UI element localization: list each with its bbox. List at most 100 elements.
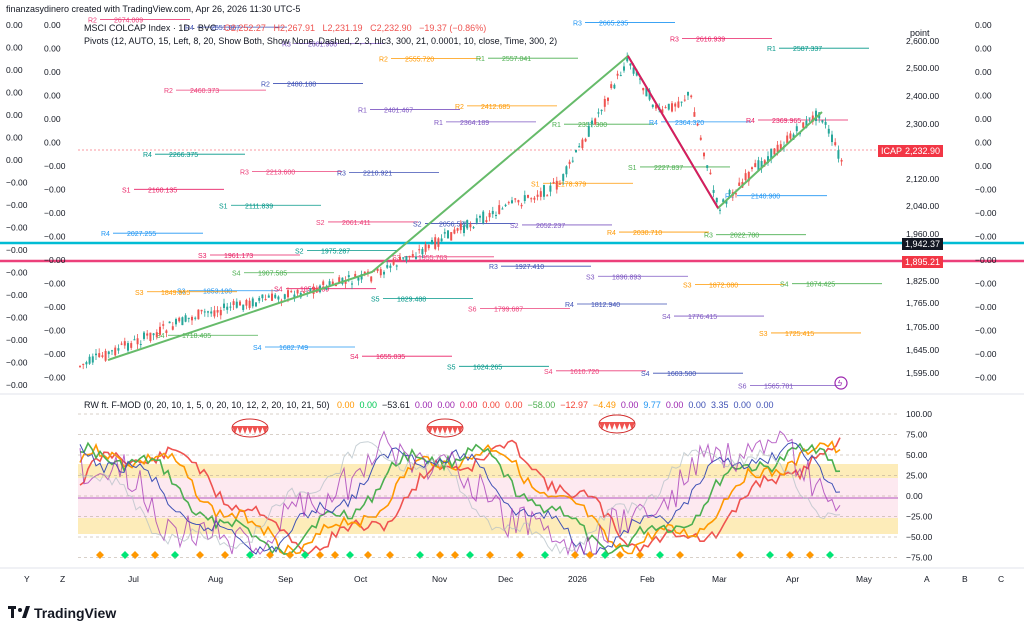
- oscillator-legend[interactable]: RW ft. F-MOD (0, 20, 10, 1, 5, 0, 20, 10…: [84, 400, 784, 410]
- pivot-level-value: 2027.255: [127, 231, 156, 238]
- oscillator-value: −4.49: [593, 400, 616, 410]
- chart-caption: finanzasydinero created with TradingView…: [6, 4, 301, 14]
- candle-body: [98, 353, 101, 358]
- price-pane[interactable]: [78, 14, 898, 388]
- candle-body: [133, 339, 136, 341]
- pivot-level-value: 2061.411: [342, 220, 371, 227]
- candle-body: [447, 230, 449, 239]
- time-tick-label: May: [856, 574, 873, 584]
- signal-diamond: [656, 551, 664, 559]
- candle-body: [405, 256, 408, 261]
- candle-body: [757, 160, 760, 171]
- candle-body: [501, 208, 504, 210]
- overbought-triangle: [432, 426, 438, 434]
- pivot-level-name: S2: [295, 248, 304, 255]
- oscillator-value: 3.35: [710, 400, 729, 410]
- price-tick-label: 1,705.00: [906, 322, 939, 332]
- candle-body: [491, 210, 494, 215]
- brand-name: TradingView: [34, 605, 117, 621]
- symbol-name: MSCI COLCAP Index · 1D · BVC: [84, 23, 217, 33]
- pivot-level-value: 1718.405: [182, 333, 211, 340]
- chart-canvas[interactable]: R2 2674.009 R4 2651.067 R3 2601.900 R2 2555.720…: [0, 14, 1024, 594]
- candle-body: [498, 205, 501, 215]
- pivot-level-name: R1: [767, 46, 776, 53]
- pivot-level-value: 2056.520: [439, 222, 468, 229]
- alert-icon[interactable]: [834, 376, 848, 390]
- candle-body: [229, 306, 232, 308]
- oscillator-signal-markers: [96, 551, 834, 559]
- time-tick-label: Sep: [278, 574, 293, 584]
- secondary-axis-label: −0.00: [975, 185, 997, 195]
- left-axis-label: 0.00: [44, 91, 61, 101]
- candle-body: [706, 165, 709, 168]
- pivot-level-name: S1: [122, 187, 131, 194]
- candle-body: [146, 333, 149, 336]
- signal-diamond: [331, 551, 339, 559]
- time-tick-label: A: [924, 574, 930, 584]
- oscillator-value: 0.00: [504, 400, 523, 410]
- candle-body: [479, 215, 481, 218]
- time-tick-label: Feb: [640, 574, 655, 584]
- candle-body: [88, 356, 91, 364]
- left-axis-label: 0.00: [6, 110, 23, 120]
- pivot-level-name: S4: [232, 271, 241, 278]
- candle-body: [469, 224, 472, 228]
- pivot-level-value: 2178.379: [557, 181, 586, 188]
- oscillator-tick-label: 0.00: [906, 491, 923, 501]
- candle-body: [747, 171, 750, 182]
- pivot-level-name: S4: [662, 314, 671, 321]
- brand-footer: TradingView: [8, 602, 116, 624]
- trend-line-pink[interactable]: [627, 55, 719, 209]
- symbol-legend[interactable]: MSCI COLCAP Index · 1D · BVC O2,252.27 H…: [84, 23, 491, 33]
- left-axis-label: −0.00: [6, 358, 28, 368]
- signal-diamond: [131, 551, 139, 559]
- change-value: −19.37 (−0.86%): [419, 23, 487, 33]
- candle-body: [751, 167, 753, 170]
- pivot-level-name: R3: [282, 41, 291, 48]
- time-axis: Y Z Jul Aug Sep Oct Nov Dec 2026 Feb Mar Apr May A B C: [24, 574, 1004, 584]
- candle-body: [837, 150, 840, 159]
- pivot-level-value: 2160.135: [148, 187, 177, 194]
- pivot-level-value: 1776.415: [688, 314, 717, 321]
- candle-body: [680, 101, 683, 103]
- signal-diamond: [316, 551, 324, 559]
- right-axes: 2,600.00 2,500.00 2,400.00 2,300.00 2,120.00…: [906, 20, 997, 383]
- candle-body: [840, 159, 843, 162]
- candle-body: [290, 291, 293, 293]
- pivot-level-name: S6: [738, 384, 747, 391]
- oscillator-line: [79, 441, 841, 556]
- pivots-legend[interactable]: Pivots (12, AUTO, 15, Left, 8, 20, Show …: [84, 36, 558, 46]
- candle-body: [472, 227, 475, 229]
- secondary-axis-label: 0.00: [975, 67, 992, 77]
- candle-body: [693, 112, 696, 117]
- candle-body: [735, 193, 737, 195]
- candle-body: [213, 310, 216, 317]
- pivot-level-name: S3: [392, 255, 401, 262]
- candle-body: [674, 103, 677, 107]
- time-tick-label: Y: [24, 574, 30, 584]
- candle-body: [619, 75, 622, 77]
- candle-body: [187, 317, 190, 319]
- secondary-axis-label: 0.00: [975, 138, 992, 148]
- chart-area[interactable]: R2 2674.009 R4 2651.067 R3 2601.900 R2 2555.720…: [0, 14, 1024, 594]
- candle-body: [587, 126, 590, 137]
- candle-body: [152, 333, 155, 336]
- candle-body: [255, 302, 257, 307]
- candle-body: [549, 185, 552, 192]
- candle-body: [773, 148, 776, 155]
- candle-body: [325, 287, 328, 290]
- pivot-level-name: S4: [780, 282, 789, 289]
- left-axis-label: 0.00: [6, 133, 23, 143]
- pivot-level-value: 1961.173: [224, 253, 253, 260]
- left-axis-label: −0.00: [44, 208, 66, 218]
- oscillator-tick-label: −50.00: [906, 532, 933, 542]
- candle-body: [703, 152, 705, 157]
- candle-body: [581, 139, 584, 149]
- candle-body: [683, 99, 686, 101]
- candle-body: [322, 281, 325, 286]
- overbought-triangle: [624, 422, 630, 430]
- pivot-level-name: R1: [552, 122, 561, 129]
- candle-body: [184, 315, 187, 322]
- signal-diamond: [151, 551, 159, 559]
- pivot-level-value: 1624.265: [473, 364, 502, 371]
